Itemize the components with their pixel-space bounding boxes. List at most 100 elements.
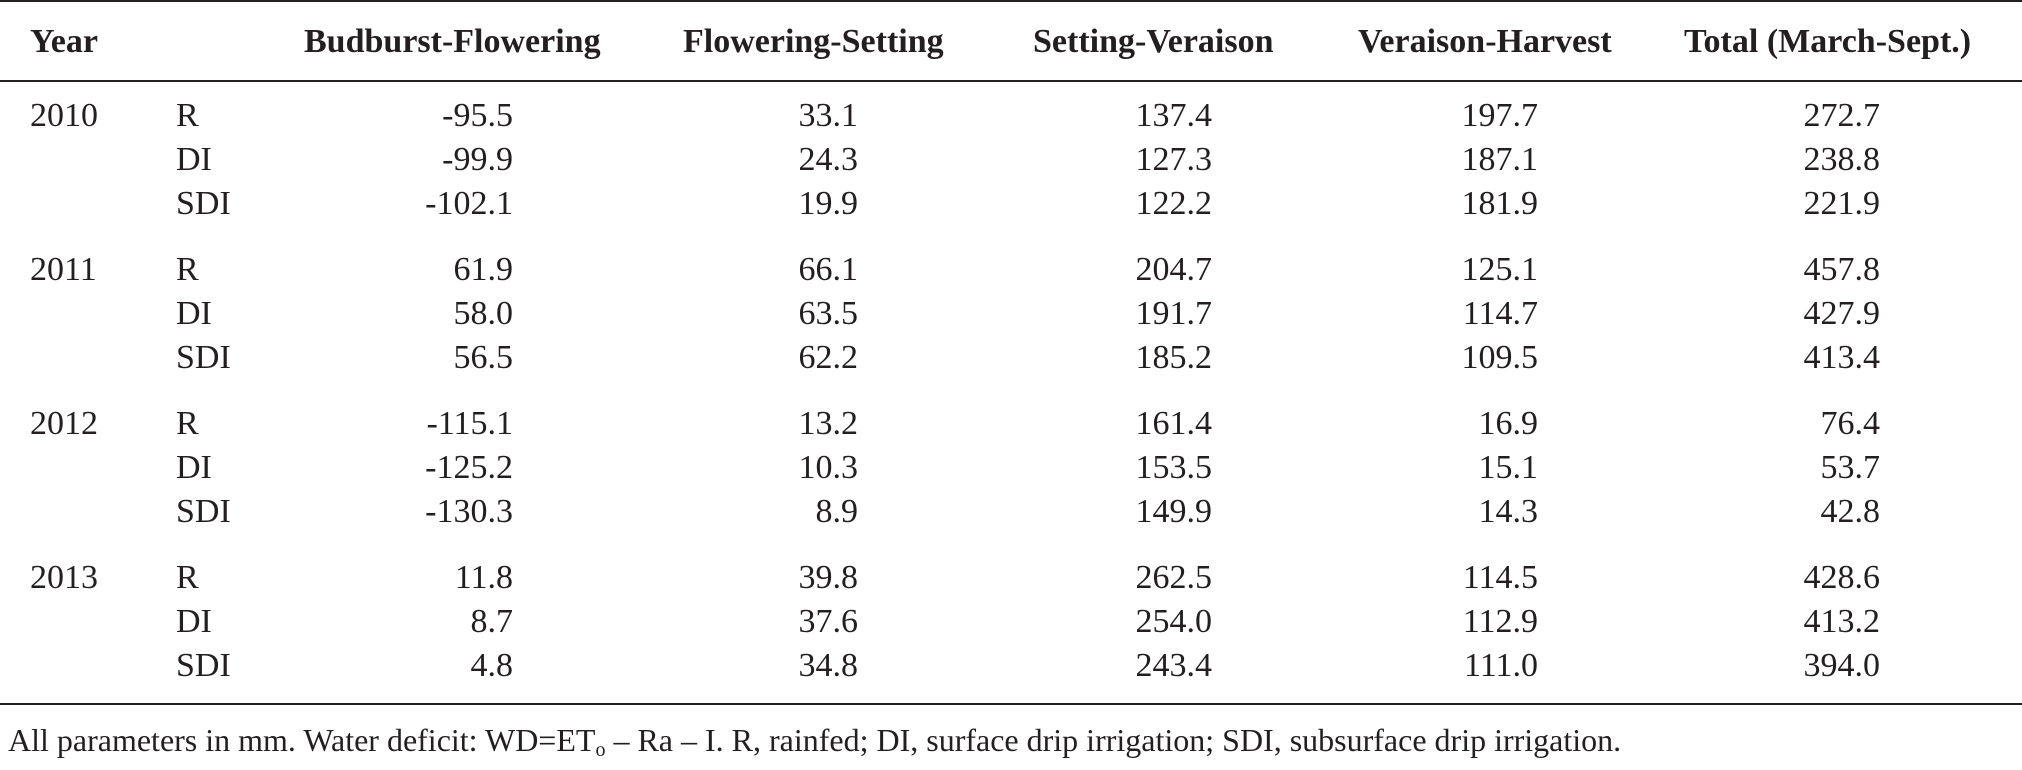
header-total: Total (March-Sept.) [1684,23,1972,60]
table-row: DI 8.7 37.6 254.0 112.9 413.2 [0,600,2022,644]
year-label: 2010 [30,97,98,134]
treatment-label: DI [176,141,212,178]
cell-total: 238.8 [1803,141,1881,178]
table-row: SDI 56.5 62.2 185.2 109.5 413.4 [0,336,2022,380]
treatment-label: SDI [176,339,231,376]
table-row: R -115.1 13.2 161.4 16.9 76.4 [0,402,2022,446]
cell-total: 42.8 [1820,493,1881,530]
cell-setting-veraison: 243.4 [1135,647,1213,684]
cell-setting-veraison: 153.5 [1135,449,1213,486]
cell-veraison-harvest: 197.7 [1461,97,1539,134]
header-budburst-flowering: Budburst-Flowering [304,23,601,60]
cell-budburst-flowering: -95.5 [442,97,513,134]
cell-total: 394.0 [1803,647,1881,684]
header-year: Year [30,23,98,60]
treatment-label: R [176,97,199,134]
treatment-label: SDI [176,493,231,530]
year-label: 2012 [30,405,98,442]
cell-budburst-flowering: -99.9 [442,141,513,178]
cell-budburst-flowering: 8.7 [470,603,514,640]
cell-total: 221.9 [1803,185,1881,222]
cell-total: 272.7 [1803,97,1881,134]
table-row: R -95.5 33.1 137.4 197.7 272.7 [0,94,2022,138]
cell-total: 413.4 [1803,339,1881,376]
treatment-label: SDI [176,185,231,222]
cell-budburst-flowering: 56.5 [453,339,514,376]
cell-flowering-setting: 63.5 [798,295,859,332]
cell-flowering-setting: 37.6 [798,603,859,640]
cell-setting-veraison: 191.7 [1135,295,1213,332]
treatment-label: R [176,405,199,442]
cell-budburst-flowering: -115.1 [426,405,513,442]
cell-setting-veraison: 254.0 [1135,603,1213,640]
treatment-label: DI [176,603,212,640]
cell-veraison-harvest: 109.5 [1461,339,1539,376]
cell-flowering-setting: 39.8 [798,559,859,596]
cell-veraison-harvest: 14.3 [1478,493,1539,530]
cell-setting-veraison: 149.9 [1135,493,1213,530]
year-label: 2013 [30,559,98,596]
treatment-label: DI [176,295,212,332]
cell-flowering-setting: 34.8 [798,647,859,684]
treatment-label: R [176,559,199,596]
cell-veraison-harvest: 187.1 [1461,141,1539,178]
cell-flowering-setting: 13.2 [798,405,859,442]
table-row: DI -125.2 10.3 153.5 15.1 53.7 [0,446,2022,490]
cell-total: 413.2 [1803,603,1881,640]
cell-flowering-setting: 19.9 [798,185,859,222]
treatment-label: SDI [176,647,231,684]
year-label: 2011 [30,251,97,288]
cell-veraison-harvest: 114.7 [1462,295,1538,332]
cell-total: 76.4 [1820,405,1881,442]
table-row: R 61.9 66.1 204.7 125.1 457.8 [0,248,2022,292]
cell-budburst-flowering: 61.9 [453,251,514,288]
cell-budburst-flowering: 4.8 [470,647,514,684]
cell-veraison-harvest: 15.1 [1478,449,1539,486]
header-veraison-harvest: Veraison-Harvest [1358,23,1612,60]
header-rule [0,80,2022,82]
cell-budburst-flowering: -102.1 [425,185,513,222]
cell-budburst-flowering: 58.0 [453,295,514,332]
cell-total: 428.6 [1803,559,1881,596]
cell-budburst-flowering: 11.8 [454,559,513,596]
cell-flowering-setting: 66.1 [798,251,859,288]
cell-setting-veraison: 262.5 [1135,559,1213,596]
cell-budburst-flowering: -125.2 [425,449,513,486]
cell-flowering-setting: 33.1 [798,97,859,134]
cell-setting-veraison: 185.2 [1135,339,1213,376]
table-top-rule [0,0,2022,2]
treatment-label: DI [176,449,212,486]
cell-veraison-harvest: 112.9 [1462,603,1538,640]
cell-veraison-harvest: 125.1 [1461,251,1539,288]
cell-setting-veraison: 127.3 [1135,141,1213,178]
table-row: SDI 4.8 34.8 243.4 111.0 394.0 [0,644,2022,688]
table-row: DI -99.9 24.3 127.3 187.1 238.8 [0,138,2022,182]
cell-total: 53.7 [1820,449,1881,486]
cell-veraison-harvest: 181.9 [1461,185,1539,222]
table-row: DI 58.0 63.5 191.7 114.7 427.9 [0,292,2022,336]
treatment-label: R [176,251,199,288]
cell-flowering-setting: 10.3 [798,449,859,486]
cell-flowering-setting: 8.9 [815,493,859,530]
table-footnote: All parameters in mm. Water deficit: WD=… [8,722,1622,761]
cell-setting-veraison: 204.7 [1135,251,1213,288]
cell-setting-veraison: 122.2 [1135,185,1213,222]
cell-flowering-setting: 62.2 [798,339,859,376]
cell-setting-veraison: 161.4 [1135,405,1213,442]
cell-flowering-setting: 24.3 [798,141,859,178]
footnote-text-start: All parameters in mm. Water deficit: WD=… [8,722,596,758]
cell-total: 427.9 [1803,295,1881,332]
footnote-text-end: – Ra – I. R, rainfed; DI, surface drip i… [605,722,1622,758]
table-row: SDI -102.1 19.9 122.2 181.9 221.9 [0,182,2022,226]
header-flowering-setting: Flowering-Setting [683,23,944,60]
table-row: R 11.8 39.8 262.5 114.5 428.6 [0,556,2022,600]
cell-budburst-flowering: -130.3 [425,493,513,530]
cell-veraison-harvest: 16.9 [1478,405,1539,442]
cell-total: 457.8 [1803,251,1881,288]
cell-veraison-harvest: 111.0 [1464,647,1538,684]
cell-setting-veraison: 137.4 [1135,97,1213,134]
table-row: SDI -130.3 8.9 149.9 14.3 42.8 [0,490,2022,534]
cell-veraison-harvest: 114.5 [1462,559,1538,596]
footnote-subscript: o [595,739,606,761]
